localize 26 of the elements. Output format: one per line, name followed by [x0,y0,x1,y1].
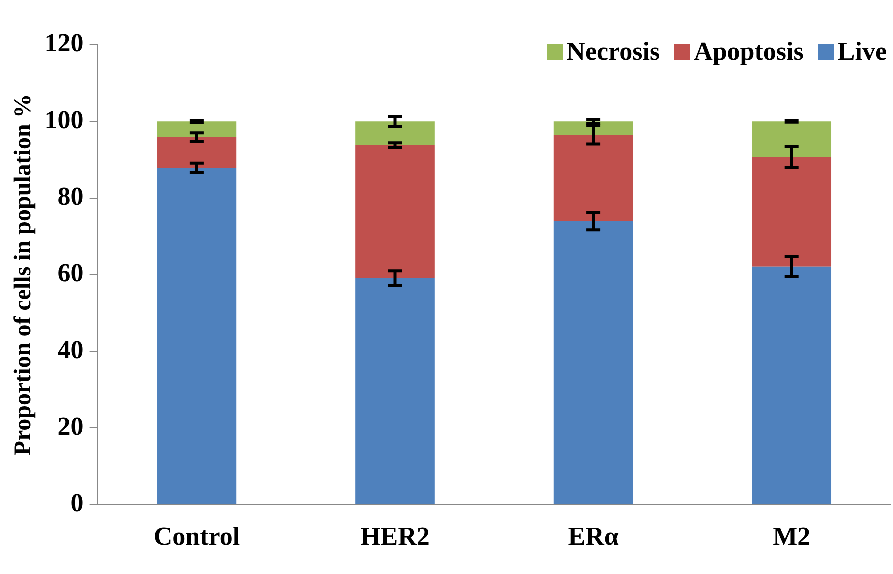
y-tick-label: 20 [58,412,84,441]
bar [752,266,832,504]
legend-label: Live [836,37,887,67]
legend-label: Necrosis [566,37,660,67]
x-tick-label: Control [154,522,240,552]
x-tick-label: HER2 [360,522,430,552]
y-tick-label: 80 [58,182,84,211]
y-tick-label: 60 [58,258,84,288]
x-tick-label: ERα [568,522,620,552]
y-tick-label: 120 [44,28,84,58]
bar [752,157,832,267]
y-tick-label: 100 [44,105,84,134]
bar [157,122,237,138]
bar [554,135,634,222]
bar [356,145,435,278]
x-tick-label: M2 [773,522,811,552]
y-axis-title: Proportion of cells in population % [10,94,37,456]
y-tick-label: 40 [58,335,84,364]
y-tick-label: 0 [70,488,84,518]
bar [752,122,832,158]
bar [157,137,237,168]
bar [157,168,237,504]
bar [554,221,634,504]
legend-label: Apoptosis [693,37,804,67]
bar [356,122,435,146]
bar [356,278,435,504]
